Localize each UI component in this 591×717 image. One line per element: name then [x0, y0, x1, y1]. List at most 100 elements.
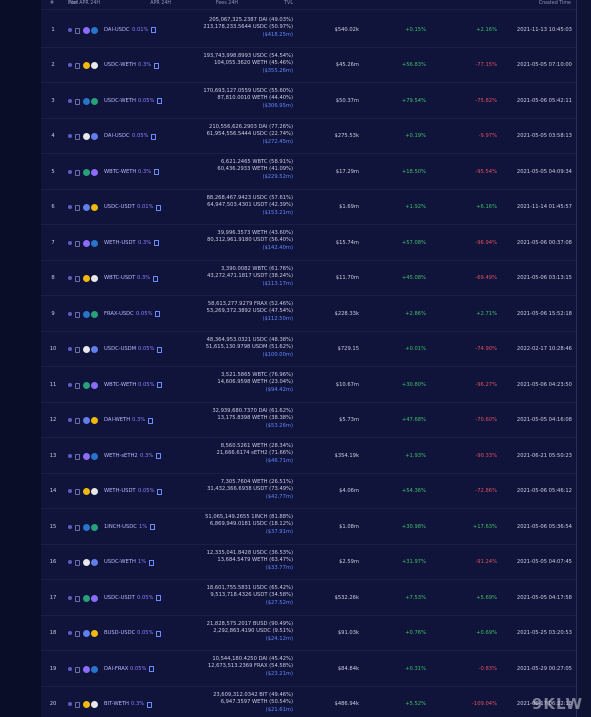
rank: 14 — [49, 488, 57, 494]
star-icon[interactable] — [68, 311, 72, 316]
copy-icon[interactable] — [157, 98, 162, 104]
row-separator — [41, 401, 576, 403]
star-icon[interactable] — [68, 169, 72, 174]
tvl-token1: 9,513,718.4326 USDT (34.58%) — [210, 592, 293, 598]
copy-icon[interactable] — [151, 133, 156, 140]
column-header[interactable]: TVL — [284, 1, 293, 6]
fees-24h: $486.94k — [334, 701, 359, 707]
created-time: 2021-05-06 05:46:12 — [516, 488, 572, 494]
tvl-token1: 13,684.5479 WETH (63.47%) — [217, 556, 293, 563]
star-icon[interactable] — [68, 134, 72, 138]
created-time: 2021-05-05 04:16:08 — [516, 417, 572, 423]
star-icon[interactable] — [68, 418, 72, 422]
tvl-usd: ($53.26m) — [265, 422, 293, 429]
star-icon[interactable] — [68, 276, 72, 280]
pair[interactable]: USDC-WETH — [104, 97, 136, 104]
tvl-usd: ($306.95m) — [262, 103, 293, 109]
column-header[interactable]: Created Time — [538, 1, 571, 6]
pair[interactable]: DAI-USDC — [104, 26, 130, 33]
star-icon[interactable] — [68, 382, 72, 387]
star-icon[interactable] — [68, 666, 72, 671]
star-icon[interactable] — [68, 595, 72, 600]
tvl-token1: 6,869,949.0181 USDC (18.12%) — [209, 521, 293, 527]
fees-24h: $15.74m — [335, 239, 359, 246]
row-separator — [41, 650, 576, 651]
token-icon — [91, 594, 98, 602]
tvl-token1: 213,178,233.5644 USDC (50.97%) — [203, 24, 293, 30]
pair[interactable]: USDC-USDM — [104, 346, 137, 352]
star-icon[interactable] — [68, 27, 72, 32]
copy-icon[interactable] — [154, 62, 159, 69]
star-icon[interactable] — [68, 240, 72, 245]
copy-icon[interactable] — [154, 169, 159, 175]
column-header[interactable]: Fees 24H — [215, 1, 238, 6]
pair[interactable]: BIT-WETH — [104, 701, 129, 707]
copy-icon[interactable] — [149, 666, 154, 672]
tvl-token0: 12,335,041.8428 USDC (36.53%) — [206, 549, 293, 556]
copy-icon[interactable] — [157, 488, 162, 495]
pair[interactable]: WETH-USDT — [104, 239, 136, 246]
token-icon — [91, 26, 98, 34]
created-time: 2021-05-06 00:37:08 — [516, 239, 572, 246]
star-icon[interactable] — [68, 560, 72, 564]
pair[interactable]: WBTC-USDT — [104, 275, 136, 281]
star-icon[interactable] — [68, 524, 72, 529]
row-separator — [41, 614, 576, 616]
apr-24h: +30.80% — [401, 381, 426, 388]
fee-tier: 0.3% — [138, 168, 152, 175]
copy-icon[interactable] — [153, 275, 158, 282]
row-separator — [41, 224, 576, 225]
star-icon[interactable] — [68, 489, 72, 493]
token-icon — [83, 26, 90, 34]
copy-icon[interactable] — [157, 382, 162, 388]
copy-icon[interactable] — [156, 453, 161, 459]
copy-icon[interactable] — [149, 559, 154, 566]
net-apr-24h: -72.86% — [475, 488, 497, 494]
copy-icon[interactable] — [147, 701, 152, 708]
row-separator — [41, 295, 576, 296]
pair[interactable]: 1INCH-USDC — [104, 523, 137, 530]
star-icon[interactable] — [68, 205, 72, 209]
pair[interactable]: WBTC-WETH — [104, 381, 137, 388]
pair[interactable]: WBTC-WETH — [104, 168, 137, 175]
star-icon[interactable] — [68, 702, 72, 706]
rank: 9 — [51, 310, 55, 317]
copy-icon[interactable] — [156, 595, 161, 601]
pair[interactable]: USDC-WETH — [104, 62, 136, 68]
copy-icon[interactable] — [155, 311, 160, 317]
fee-tier: 0.05% — [130, 665, 147, 672]
token-icon — [83, 701, 90, 708]
copy-icon[interactable] — [157, 346, 162, 353]
copy-icon[interactable] — [151, 27, 156, 33]
pair[interactable]: BUSD-USDC — [104, 630, 136, 636]
star-icon[interactable] — [68, 631, 72, 635]
copy-icon[interactable] — [154, 240, 159, 246]
fees-24h: $540.02k — [334, 26, 359, 33]
star-icon[interactable] — [68, 347, 72, 351]
star-icon[interactable] — [68, 453, 72, 458]
pair[interactable]: FRAX-USDC — [104, 310, 134, 317]
pair[interactable]: USDC-WETH — [104, 559, 136, 565]
pair[interactable]: DAI-FRAX — [104, 665, 129, 672]
pair[interactable]: DAI-WETH — [104, 417, 131, 423]
pair[interactable]: WETH-USDT — [104, 488, 136, 494]
copy-icon[interactable] — [156, 630, 161, 637]
apr-24h: +30.98% — [401, 523, 426, 530]
rank: 16 — [49, 559, 57, 565]
net-apr-24h: -70.60% — [475, 417, 497, 423]
pair[interactable]: DAI-USDC — [104, 133, 130, 139]
rank: 13 — [49, 452, 57, 459]
copy-icon[interactable] — [150, 524, 155, 530]
star-icon[interactable] — [68, 63, 72, 67]
pair[interactable]: USDC-USDT — [104, 204, 135, 210]
token-icon — [83, 381, 90, 389]
star-icon[interactable] — [68, 98, 72, 103]
copy-icon[interactable] — [156, 204, 161, 211]
pair[interactable]: USDC-USDT — [104, 594, 135, 601]
pair[interactable]: WETH-sETH2 — [104, 452, 138, 459]
fees-24h: $10.67m — [335, 381, 359, 388]
column-header[interactable]: APR 24H — [150, 1, 171, 6]
copy-icon[interactable] — [148, 417, 153, 424]
column-header[interactable]: Net APR 24H — [69, 1, 100, 6]
